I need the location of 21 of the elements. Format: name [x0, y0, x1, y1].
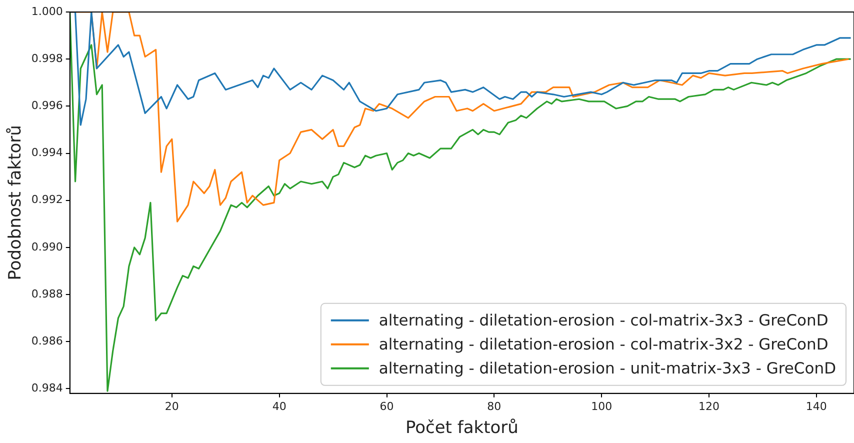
y-tick-label: 0.994	[31, 146, 63, 160]
legend-label: alternating - diletation-erosion - col-matrix-3x3 - GreConD	[378, 311, 828, 330]
x-tick-label: 120	[698, 400, 720, 413]
x-tick-label: 80	[487, 400, 502, 413]
y-tick-label: 0.998	[31, 52, 63, 65]
y-tick-label: 0.996	[31, 99, 63, 112]
x-tick-label: 140	[806, 400, 827, 413]
y-axis-title: Podobnost faktorů	[6, 125, 26, 280]
y-tick-label: 1.000	[31, 4, 63, 18]
x-tick-label: 100	[591, 400, 612, 413]
y-tick-label: 0.992	[31, 193, 63, 206]
legend-label: alternating - diletation-erosion - unit-matrix-3x3 - GreConD	[378, 359, 836, 378]
x-tick-label: 40	[272, 400, 286, 413]
legend-label: alternating - diletation-erosion - col-matrix-3x2 - GreConD	[378, 335, 828, 354]
x-tick-label: 20	[164, 400, 179, 413]
y-tick-label: 0.984	[31, 382, 63, 395]
y-tick-label: 0.986	[31, 334, 63, 348]
y-tick-label: 0.990	[31, 240, 63, 254]
y-tick-label: 0.988	[31, 287, 63, 300]
x-axis-title: Počet faktorů	[405, 418, 518, 438]
x-tick-label: 60	[380, 400, 394, 413]
